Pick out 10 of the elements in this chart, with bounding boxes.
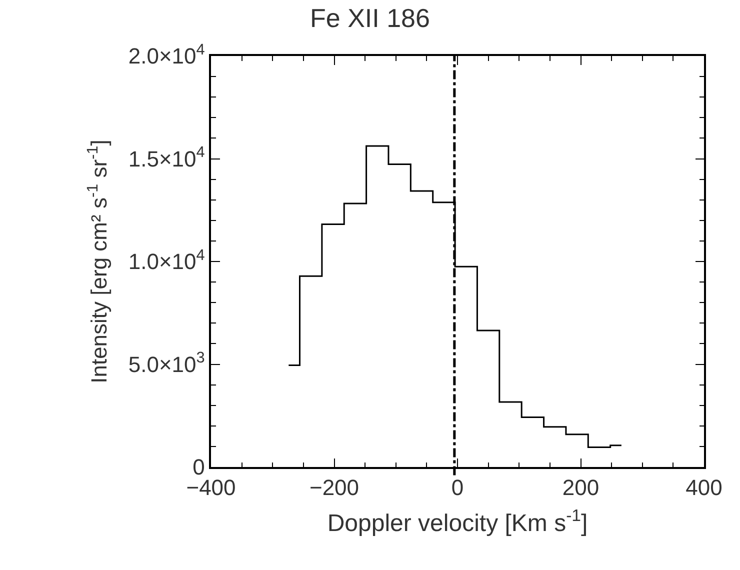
x-tick-label: 400 — [686, 475, 722, 500]
x-tick-label: −200 — [309, 475, 360, 500]
x-tick-label: 0 — [451, 475, 464, 500]
y-tick-label: 2.0×10$^{4}$ — [128, 41, 206, 69]
x-axis-title: Doppler velocity [Km s$^{-1}$] — [327, 506, 588, 537]
x-tick-label: 200 — [562, 475, 600, 500]
y-tick-label: 1.5×10$^{4}$ — [128, 144, 206, 172]
y-tick-label: 1.0×10$^{4}$ — [128, 246, 206, 274]
y-tick-label: 5.0×10$^{3}$ — [128, 350, 205, 377]
chart-title: Fe XII 186 — [310, 2, 430, 33]
